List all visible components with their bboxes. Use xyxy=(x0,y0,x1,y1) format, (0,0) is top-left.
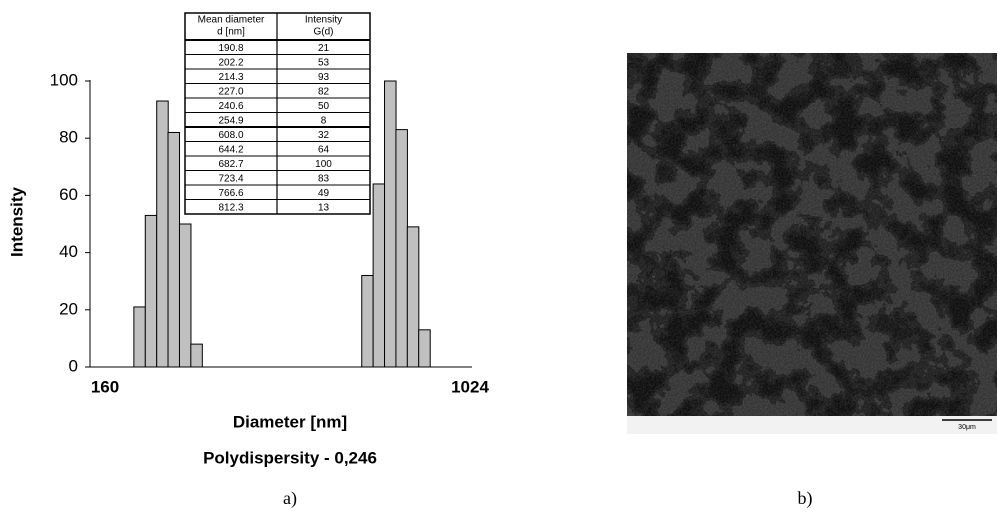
bar xyxy=(167,131,181,368)
bar xyxy=(372,183,386,368)
table-header: d [nm] xyxy=(217,27,245,38)
y-axis-label: Intensity xyxy=(7,187,26,257)
caption: a) xyxy=(283,488,297,509)
table-header: Mean diameter xyxy=(198,15,265,26)
table-cell: 93 xyxy=(318,72,330,83)
annotation: Polydispersity - 0,246 xyxy=(203,448,377,467)
table-cell: 82 xyxy=(318,86,330,97)
table-header: G(d) xyxy=(314,27,334,38)
sem-image: 30μm xyxy=(627,53,997,434)
table-cell: 644.2 xyxy=(218,144,243,155)
bar xyxy=(190,343,203,368)
bar xyxy=(384,80,397,368)
table-cell: 682.7 xyxy=(218,159,243,170)
y-tick-label: 100 xyxy=(50,70,78,89)
y-tick-label: 0 xyxy=(69,356,78,375)
y-tick-label: 20 xyxy=(59,299,78,318)
bar xyxy=(418,329,431,368)
y-tick-label: 60 xyxy=(59,185,78,204)
table-header: Intensity xyxy=(305,15,342,26)
table-cell: 227.0 xyxy=(218,86,243,97)
table-cell: 21 xyxy=(318,43,330,54)
scale-bar-label: 30μm xyxy=(958,424,976,431)
table-cell: 254.9 xyxy=(218,115,243,126)
bar xyxy=(395,129,408,368)
table-cell: 214.3 xyxy=(218,72,243,83)
table-cell: 608.0 xyxy=(218,130,243,141)
table-cell: 190.8 xyxy=(218,43,243,54)
table-cell: 64 xyxy=(318,144,330,155)
table-cell: 812.3 xyxy=(218,202,243,213)
table-cell: 766.6 xyxy=(218,188,243,199)
y-tick-label: 40 xyxy=(59,242,78,261)
table-cell: 32 xyxy=(318,130,330,141)
caption: b) xyxy=(798,488,813,509)
table-cell: 13 xyxy=(318,202,330,213)
bar xyxy=(361,274,374,368)
bar xyxy=(178,223,192,368)
table-cell: 83 xyxy=(318,173,330,184)
table-cell: 202.2 xyxy=(218,57,243,68)
bar xyxy=(156,100,169,368)
table-cell: 240.6 xyxy=(218,101,243,112)
table-cell: 50 xyxy=(318,101,330,112)
table-cell: 100 xyxy=(315,159,332,170)
x-tick-label: 160 xyxy=(91,377,119,396)
y-tick-label: 80 xyxy=(59,128,78,147)
bar xyxy=(144,214,158,368)
table-cell: 53 xyxy=(318,57,330,68)
table-cell: 49 xyxy=(318,188,330,199)
x-tick-label: 1024 xyxy=(451,377,489,396)
table-cell: 723.4 xyxy=(218,173,243,184)
bar xyxy=(406,226,420,368)
x-axis-label: Diameter [nm] xyxy=(233,412,347,431)
table-cell: 8 xyxy=(321,115,327,126)
bar xyxy=(133,306,146,368)
